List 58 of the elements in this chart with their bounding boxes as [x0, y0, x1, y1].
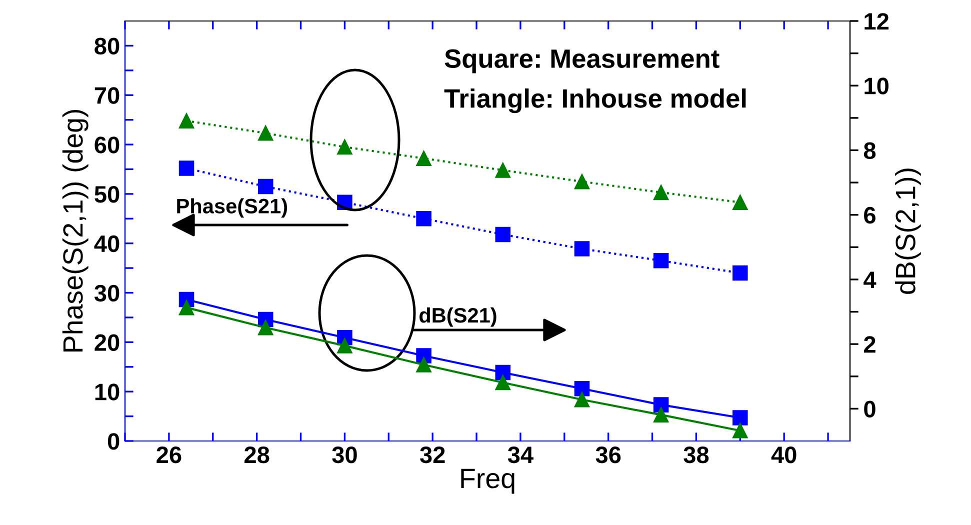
point: [574, 241, 590, 256]
x-tick-label: 32: [420, 446, 445, 464]
point: [653, 184, 669, 200]
y2-tick-label: 4: [864, 272, 876, 288]
point: [258, 126, 274, 141]
x-tick-label: 26: [156, 446, 182, 464]
y-tick-label: 40: [94, 235, 120, 252]
point: [495, 374, 511, 390]
annotation: Square: Measurement: [444, 49, 720, 74]
annotation: dB(S21): [419, 307, 496, 327]
point: [574, 381, 590, 396]
y2-tick-label: 6: [864, 206, 876, 224]
point: [653, 397, 669, 412]
y2-tick-label: 2: [864, 336, 876, 353]
y-tick-label: 70: [94, 87, 120, 104]
point: [732, 410, 748, 426]
point: [653, 407, 669, 422]
point: [416, 357, 432, 372]
y-tick-label: 50: [94, 186, 120, 203]
y-tick-label: 80: [94, 38, 120, 54]
y-tick-label: 0: [108, 433, 120, 450]
x-tick-label: 40: [771, 446, 796, 464]
point: [653, 253, 669, 268]
point: [416, 150, 432, 166]
point: [258, 178, 274, 194]
y2-tick-label: 10: [864, 78, 888, 94]
point: [574, 392, 590, 408]
point: [574, 174, 590, 190]
y2-tick-label: 12: [864, 13, 889, 30]
y-tick-label: 30: [94, 284, 120, 302]
point: [337, 139, 352, 155]
x-axis-title: Freq: [461, 468, 514, 494]
point: [258, 320, 274, 336]
x-tick-label: 30: [332, 446, 357, 464]
point: [495, 162, 511, 178]
y2-tick-label: 0: [864, 400, 876, 418]
y2-axis-title: dB(S(2,1)): [895, 168, 921, 294]
point: [178, 113, 194, 128]
annotation: Triangle: Inhouse model: [444, 88, 746, 114]
y-tick-label: 10: [95, 384, 120, 400]
point: [732, 265, 748, 281]
y2-tick-label: 8: [864, 142, 876, 160]
x-tick-label: 36: [596, 446, 621, 464]
annotation: Phase(S21): [177, 198, 288, 218]
x-tick-label: 28: [244, 446, 270, 464]
y-tick-label: 60: [94, 136, 120, 154]
point: [732, 423, 748, 438]
x-tick-label: 38: [684, 446, 709, 464]
y-tick-label: 20: [94, 334, 120, 351]
y-axis-title: Phase(S(2,1)) (deg): [62, 110, 88, 352]
point: [178, 160, 194, 176]
point: [495, 226, 511, 242]
x-tick-label: 34: [508, 446, 534, 464]
point: [495, 364, 511, 380]
point: [337, 338, 352, 354]
point: [732, 194, 748, 210]
point: [416, 211, 432, 226]
point: [178, 300, 194, 316]
